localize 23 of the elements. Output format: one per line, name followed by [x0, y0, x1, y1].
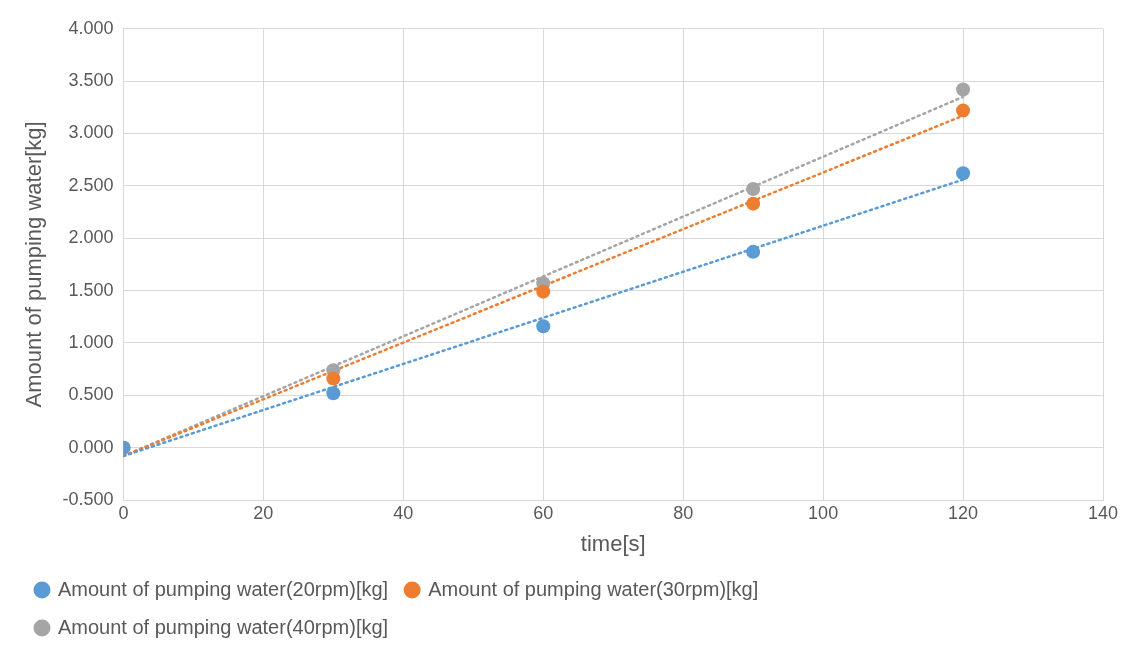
y-tick-label: 2.000	[68, 227, 114, 248]
y-tick-label: 2.500	[68, 174, 114, 195]
y-tick-label: 0.500	[68, 384, 114, 405]
y-tick-label: 3.500	[68, 70, 114, 91]
x-tick-label: 20	[253, 502, 274, 523]
x-tick-label: 0	[118, 502, 129, 523]
x-tick-label: 120	[948, 502, 979, 523]
x-tick-label: 80	[673, 502, 694, 523]
y-tick-label: 0.000	[68, 436, 114, 457]
legend-label: Amount of pumping water(30rpm)[kg]	[428, 577, 759, 600]
y-tick-label: 3.000	[68, 122, 114, 143]
y-tick-label: 1.000	[68, 331, 114, 352]
x-tick-label: 40	[393, 502, 414, 523]
x-tick-label: 60	[533, 502, 554, 523]
y-tick-label: 4.000	[68, 17, 114, 38]
x-tick-label: 100	[808, 502, 839, 523]
y-tick-label: -0.500	[62, 488, 114, 509]
legend-label: Amount of pumping water(40rpm)[kg]	[58, 615, 389, 638]
legend-label: Amount of pumping water(20rpm)[kg]	[58, 577, 389, 600]
x-tick-label: 140	[1087, 502, 1119, 523]
x-axis-title: time[s]	[580, 530, 646, 556]
y-tick-label: 1.500	[68, 279, 114, 300]
y-axis-title: Amount of pumping water[kg]	[21, 121, 47, 408]
